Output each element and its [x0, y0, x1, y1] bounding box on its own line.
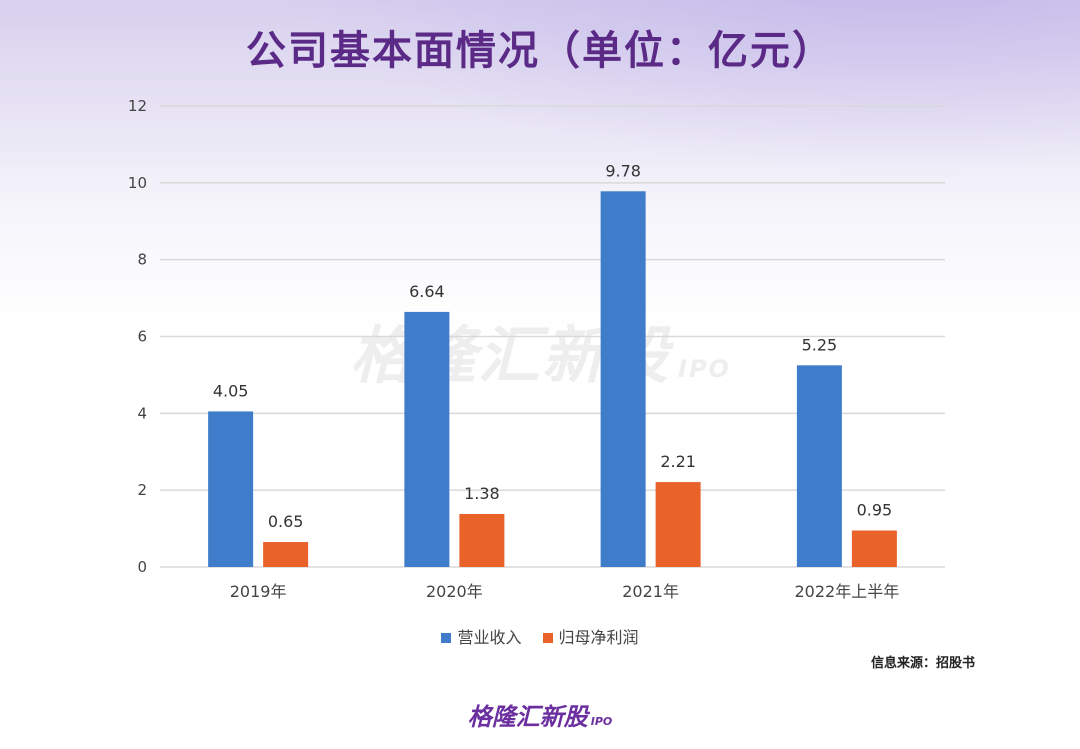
x-tick-label: 2020年 — [426, 582, 483, 601]
y-tick-label: 6 — [137, 328, 147, 346]
watermark-sub: IPO — [678, 355, 731, 383]
bar-revenue — [796, 365, 842, 567]
legend-item-profit[interactable]: 归母净利润 — [542, 624, 639, 648]
y-tick-label: 4 — [137, 404, 147, 422]
x-tick-label: 2021年 — [622, 582, 679, 601]
y-tick-label: 0 — [137, 558, 147, 576]
x-tick-label: 2019年 — [230, 582, 287, 601]
bar-profit — [263, 542, 309, 567]
legend-item-revenue[interactable]: 营业收入 — [441, 624, 521, 648]
legend-swatch-profit — [542, 633, 553, 643]
brand-logo: 格隆汇新股 IPO — [0, 697, 1080, 732]
bar-revenue — [208, 411, 254, 567]
y-tick-label: 10 — [128, 174, 147, 192]
bar-revenue — [600, 191, 646, 567]
legend: 营业收入 归母净利润 — [0, 624, 1080, 648]
data-label: 5.25 — [802, 335, 838, 354]
data-label: 0.95 — [857, 501, 893, 520]
x-tick-label: 2022年上半年 — [795, 582, 900, 601]
data-label: 2.21 — [660, 452, 696, 471]
bar-profit — [655, 482, 701, 567]
data-label: 6.64 — [409, 282, 445, 301]
x-axis: 2019年 2020年 2021年 2022年上半年 — [230, 582, 899, 601]
bar-profit — [459, 513, 505, 567]
data-label: 0.65 — [268, 512, 304, 531]
bar-profit — [851, 530, 897, 567]
legend-label-profit: 归母净利润 — [558, 628, 639, 647]
legend-label-revenue: 营业收入 — [457, 628, 522, 647]
data-labels: 4.05 0.65 6.64 1.38 9.78 2.21 5.25 0.95 — [213, 161, 892, 531]
legend-swatch-revenue — [441, 633, 452, 643]
brand-sub: IPO — [590, 715, 613, 728]
brand-text: 格隆汇新股 — [467, 703, 588, 731]
y-tick-label: 8 — [137, 251, 147, 269]
y-tick-label: 2 — [137, 481, 147, 499]
bar-revenue — [404, 311, 450, 567]
page-title: 公司基本面情况（单位：亿元） — [246, 27, 834, 74]
y-axis: 0 2 4 6 8 10 12 — [128, 97, 147, 576]
data-label: 9.78 — [605, 161, 641, 180]
source-note: 信息来源：招股书 — [870, 656, 975, 671]
data-label: 4.05 — [213, 381, 249, 400]
bars — [208, 191, 897, 567]
data-label: 1.38 — [464, 484, 500, 503]
y-tick-label: 12 — [128, 97, 147, 115]
